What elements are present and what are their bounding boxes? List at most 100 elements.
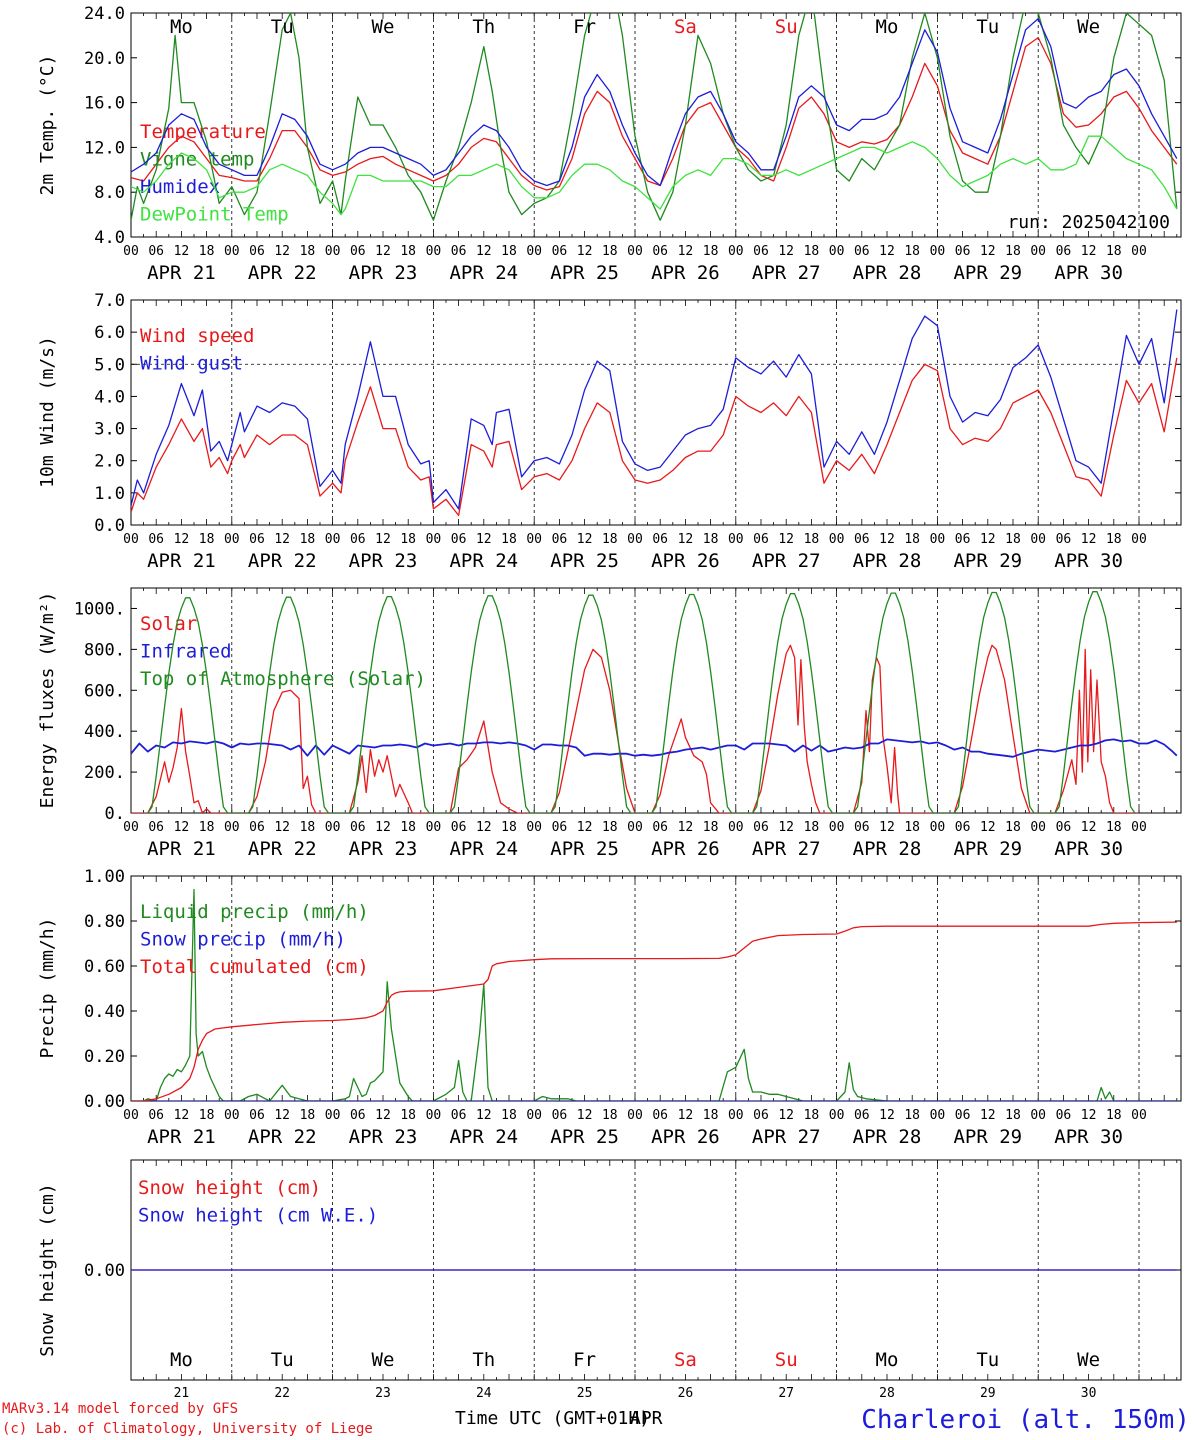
day-name-label: Fr: [573, 16, 596, 38]
precip-legend-entry: Snow precip (mm/h): [140, 929, 346, 951]
wind-hour-label: 12: [577, 532, 593, 547]
precip-hour-label: 18: [602, 1108, 618, 1123]
energy-hour-label: 00: [627, 820, 643, 835]
x-axis-title: Time UTC (GMT+01H): [455, 1408, 650, 1429]
temp-hour-label: 18: [199, 244, 215, 259]
temp-hour-label: 06: [652, 244, 668, 259]
temp-hour-label: 12: [274, 244, 290, 259]
temp-hour-label: 06: [753, 244, 769, 259]
energy-hour-label: 06: [955, 820, 971, 835]
energy-frame: [130, 587, 1182, 814]
energy-hour-label: 06: [753, 820, 769, 835]
wind-date-label: APR 26: [651, 550, 720, 572]
wind-hour-label: 12: [174, 532, 190, 547]
energy-date-label: APR 22: [248, 838, 317, 860]
energy-series-line: [131, 738, 1178, 758]
snow-day-name-label: Fr: [573, 1349, 596, 1371]
station-name: Charleroi (alt. 150m): [861, 1405, 1190, 1435]
energy-ytick-label: 800.: [84, 640, 125, 660]
temp-ytick-label: 20.0: [84, 49, 125, 69]
precip-date-label: APR 23: [349, 1126, 418, 1148]
energy-hour-label: 00: [123, 820, 139, 835]
energy-series-line: [147, 591, 1136, 813]
precip-hour-label: 12: [678, 1108, 694, 1123]
energy-series-line: [131, 644, 1139, 813]
wind-hour-label: 18: [199, 532, 215, 547]
energy-hour-label: 12: [174, 820, 190, 835]
temp-hour-label: 18: [1106, 244, 1122, 259]
temp-hour-label: 00: [930, 244, 946, 259]
wind-hour-label: 06: [854, 532, 870, 547]
snow-day-name-label: Su: [775, 1349, 798, 1371]
energy-hour-label: 00: [325, 820, 341, 835]
snow-day-name-label: Mo: [170, 1349, 193, 1371]
precip-hour-label: 06: [854, 1108, 870, 1123]
energy-hour-label: 12: [778, 820, 794, 835]
wind-hour-label: 18: [804, 532, 820, 547]
temp-hour-label: 00: [123, 244, 139, 259]
precip-hour-label: 12: [274, 1108, 290, 1123]
snow-day-name-label: Th: [472, 1349, 495, 1371]
wind-hour-label: 12: [476, 532, 492, 547]
wind-date-label: APR 28: [853, 550, 922, 572]
wind-date-label: APR 24: [449, 550, 518, 572]
temp-date-label: APR 26: [651, 262, 720, 284]
wind-hour-label: 12: [678, 532, 694, 547]
energy-hour-label: 00: [728, 820, 744, 835]
wind-hour-label: 06: [753, 532, 769, 547]
wind-hour-label: 18: [602, 532, 618, 547]
wind-hour-label: 12: [980, 532, 996, 547]
precip-hour-label: 12: [174, 1108, 190, 1123]
temp-ylabel: 2m Temp. (°C): [37, 55, 58, 196]
temp-hour-label: 06: [350, 244, 366, 259]
day-name-label: We: [1077, 16, 1100, 38]
precip-hour-label: 06: [1056, 1108, 1072, 1123]
temp-hour-label: 12: [678, 244, 694, 259]
energy-hour-label: 06: [1056, 820, 1072, 835]
wind-hour-label: 18: [1106, 532, 1122, 547]
precip-hour-label: 12: [980, 1108, 996, 1123]
wind-ytick-label: 7.0: [94, 291, 125, 311]
energy-hour-label: 06: [552, 820, 568, 835]
wind-hour-label: 12: [778, 532, 794, 547]
wind-hour-label: 00: [224, 532, 240, 547]
energy-date-label: APR 29: [953, 838, 1022, 860]
energy-hour-label: 18: [400, 820, 416, 835]
precip-hour-label: 06: [652, 1108, 668, 1123]
snow-day-number-label: 30: [1081, 1386, 1097, 1401]
energy-hour-label: 18: [300, 820, 316, 835]
wind-hour-label: 06: [552, 532, 568, 547]
temp-legend-entry: DewPoint Temp: [140, 204, 289, 226]
energy-hour-label: 06: [148, 820, 164, 835]
day-name-label: Mo: [876, 16, 899, 38]
precip-hour-label: 00: [728, 1108, 744, 1123]
day-name-label: Tu: [976, 16, 999, 38]
snow-day-number-label: 21: [174, 1386, 190, 1401]
temp-hour-label: 06: [955, 244, 971, 259]
temp-series-line: [131, 135, 1178, 216]
wind-hour-label: 06: [955, 532, 971, 547]
snow-legend-entry: Snow height (cm W.E.): [138, 1205, 378, 1227]
wind-date-label: APR 21: [147, 550, 216, 572]
snow-day-name-label: We: [1077, 1349, 1100, 1371]
energy-date-label: APR 30: [1054, 838, 1123, 860]
energy-hour-label: 00: [1030, 820, 1046, 835]
energy-hour-label: 12: [476, 820, 492, 835]
temp-hour-label: 00: [526, 244, 542, 259]
temp-ytick-label: 12.0: [84, 138, 125, 158]
precip-hour-label: 06: [249, 1108, 265, 1123]
temp-hour-label: 12: [1081, 244, 1097, 259]
precip-hour-label: 00: [930, 1108, 946, 1123]
energy-hour-label: 00: [426, 820, 442, 835]
temp-series-line: [131, 17, 1178, 187]
precip-hour-label: 18: [703, 1108, 719, 1123]
precip-hour-label: 18: [1106, 1108, 1122, 1123]
energy-hour-label: 18: [904, 820, 920, 835]
snow-legend-entry: Snow height (cm): [138, 1177, 321, 1199]
precip-hour-label: 18: [199, 1108, 215, 1123]
wind-date-label: APR 27: [752, 550, 821, 572]
temp-hour-label: 12: [476, 244, 492, 259]
snow-day-name-label: Tu: [271, 1349, 294, 1371]
precip-hour-label: 18: [1005, 1108, 1021, 1123]
